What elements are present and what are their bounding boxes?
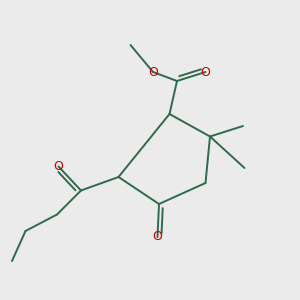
Text: O: O — [201, 65, 210, 79]
Text: O: O — [54, 160, 63, 173]
Text: O: O — [148, 65, 158, 79]
Text: O: O — [153, 230, 162, 244]
